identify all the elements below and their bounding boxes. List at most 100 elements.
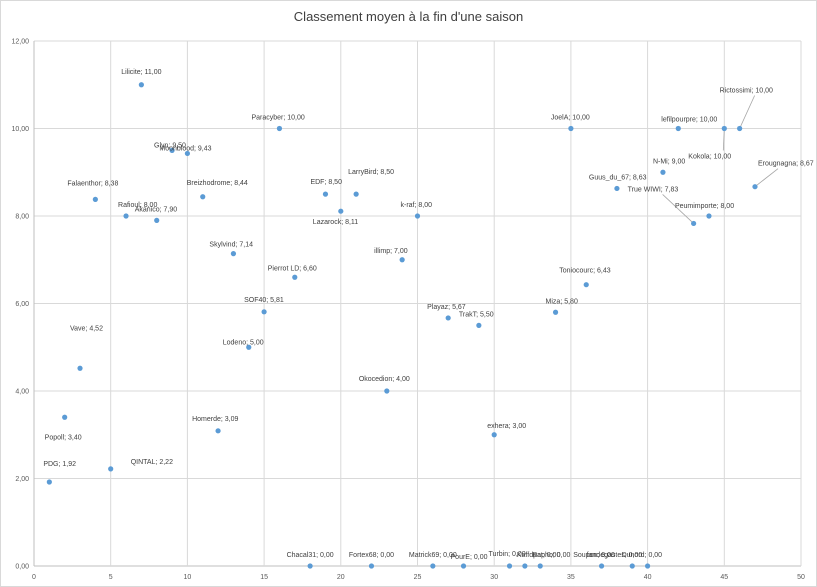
data-label: Dunord; 0,00	[622, 552, 663, 559]
data-label: Lilicite; 11,00	[121, 69, 161, 76]
data-point	[292, 274, 298, 280]
data-point	[46, 479, 52, 485]
data-point	[675, 125, 681, 132]
data-point	[322, 191, 329, 197]
data-label: Matrick69; 0,00	[409, 552, 457, 559]
x-tick-label: 20	[337, 574, 345, 581]
data-label: Erougnagna; 8,67	[758, 161, 814, 168]
data-label: Fortex68; 0,00	[349, 552, 394, 559]
data-point	[430, 563, 436, 569]
data-point	[583, 282, 589, 288]
x-tick-label: 0	[32, 574, 36, 581]
data-point	[752, 184, 758, 190]
x-tick-label: 35	[567, 574, 575, 581]
data-point	[77, 365, 83, 371]
data-point	[138, 82, 144, 88]
data-label: Vave; 4,52	[70, 325, 103, 332]
x-tick-label: 40	[644, 574, 652, 581]
data-point	[691, 220, 697, 227]
data-point	[614, 185, 620, 192]
data-point	[660, 169, 666, 175]
data-point	[721, 125, 727, 132]
y-tick-label: 6,00	[15, 301, 29, 308]
data-point	[384, 388, 390, 394]
data-label: Falaenthor; 8,38	[67, 180, 118, 187]
data-point	[230, 251, 237, 257]
data-label: Soupon; 0,00	[573, 552, 615, 559]
y-tick-label: 2,00	[15, 476, 29, 483]
data-label: Lazarock; 8,11	[313, 219, 359, 226]
data-label: Peumimporte; 8,00	[675, 203, 734, 210]
data-point	[552, 309, 559, 315]
x-tick-label: 30	[490, 574, 498, 581]
data-point	[568, 125, 574, 132]
data-label: Kaffdpat; 0,00	[517, 552, 561, 559]
x-tick-label: 50	[797, 574, 805, 581]
data-label: LarryBird; 8,50	[348, 169, 394, 176]
data-point	[338, 208, 344, 214]
data-point	[445, 315, 451, 321]
data-label: Akanico; 7,90	[135, 206, 178, 213]
data-point	[645, 563, 651, 569]
data-point	[154, 217, 160, 223]
data-point	[123, 213, 129, 219]
data-label: PourE; 0,00	[451, 554, 488, 561]
data-label: JoelA; 10,00	[551, 115, 590, 122]
data-point	[276, 125, 283, 132]
data-label: Homerde; 3,09	[192, 416, 238, 423]
data-label: Chacal31; 0,00	[287, 552, 334, 559]
data-label: True WIWI; 7,83	[628, 186, 679, 193]
y-tick-label: 8,00	[15, 214, 29, 221]
y-tick-label: 4,00	[15, 389, 29, 396]
data-point	[460, 563, 467, 569]
data-point	[706, 213, 712, 219]
data-point	[169, 147, 175, 153]
data-label: N-Mi; 9,00	[653, 158, 685, 165]
x-tick-label: 45	[720, 574, 728, 581]
data-label: Guus_du_67; 8,63	[589, 174, 647, 181]
data-label: Okocedion; 4,00	[359, 376, 410, 383]
data-label: Kokola; 10,00	[688, 154, 731, 161]
data-point	[598, 563, 605, 569]
data-label: Rapho; 0,00	[532, 552, 570, 559]
leader-line	[754, 168, 779, 188]
data-point	[491, 432, 497, 438]
data-point	[414, 213, 421, 219]
data-label: Skylvind; 7,14	[209, 242, 253, 249]
data-label: Playaz; 5,67	[427, 304, 466, 311]
data-label: Rictossimi; 10,00	[720, 88, 773, 95]
data-point	[629, 563, 635, 569]
data-label: PDG; 1,92	[43, 461, 76, 468]
data-label: Breizhodrome; 8,44	[187, 180, 248, 187]
data-point	[737, 125, 743, 132]
data-label: TrakT; 5,50	[459, 311, 494, 318]
data-point	[506, 563, 513, 569]
data-point	[522, 563, 528, 569]
data-point	[92, 196, 98, 202]
data-label: Toniocourc; 6,43	[559, 268, 610, 275]
data-point	[537, 563, 543, 569]
data-point	[200, 194, 206, 200]
y-tick-label: 12,00	[11, 39, 29, 46]
data-point	[399, 257, 405, 263]
data-point	[307, 563, 313, 569]
x-tick-label: 15	[260, 574, 268, 581]
leader-line	[739, 95, 756, 129]
data-point	[353, 191, 359, 197]
data-label: Pierrot LD; 6,60	[268, 265, 317, 272]
chart-title: Classement moyen à la fin d'une saison	[293, 9, 524, 24]
data-point	[215, 428, 221, 434]
y-tick-label: 0,00	[15, 564, 29, 571]
data-label: lefilpourpre; 10,00	[661, 117, 717, 124]
data-label: Paracyber; 10,00	[251, 115, 304, 122]
data-label: Glyn; 9,50	[154, 142, 186, 149]
x-tick-label: 25	[414, 574, 422, 581]
data-label: fandegastes; 0,00	[587, 552, 643, 559]
data-point	[476, 322, 482, 328]
data-point	[108, 466, 114, 472]
data-label: Lodeno; 5,00	[223, 339, 264, 346]
leader-line	[662, 194, 694, 224]
data-label: EDF; 8,50	[310, 179, 342, 186]
